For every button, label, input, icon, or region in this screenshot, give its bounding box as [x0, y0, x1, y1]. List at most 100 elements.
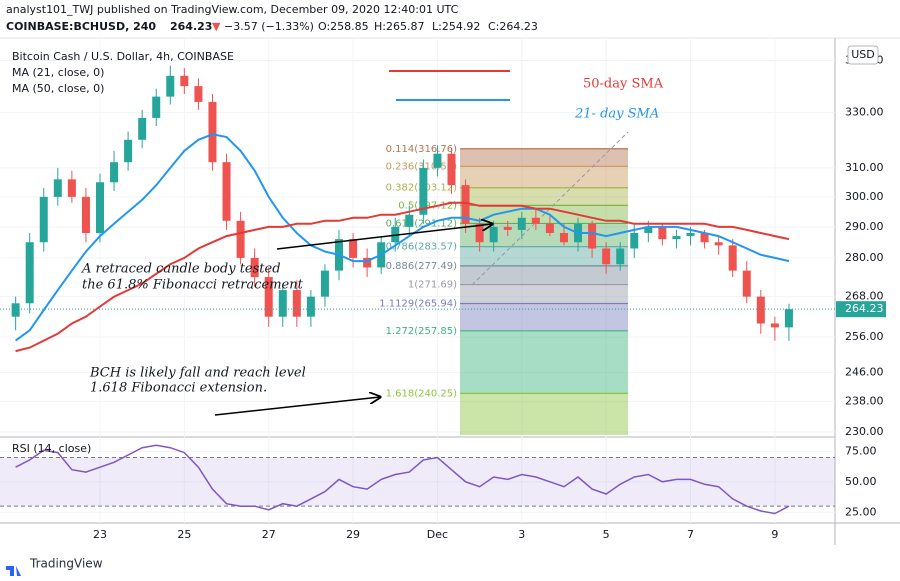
candle-body	[306, 296, 315, 317]
fib-band	[460, 265, 628, 285]
currency-badge[interactable]	[847, 45, 879, 65]
candle-body	[124, 139, 133, 163]
fib-label: 0.618(291.12)	[386, 218, 458, 229]
candle-body	[278, 290, 287, 317]
close: C:264.23	[488, 20, 538, 33]
rsi-pane	[0, 444, 835, 515]
forecast-note: BCH is likely fall and reach level	[89, 366, 306, 381]
price-pane	[0, 65, 835, 353]
fib-label: 0.236(310.55)	[386, 161, 458, 172]
candle-body	[700, 232, 709, 243]
ma50-legend: MA (50, close, 0)	[12, 82, 104, 95]
candle-body	[180, 75, 189, 87]
fib-band	[460, 187, 628, 206]
candle-body	[53, 179, 62, 197]
last-price: 264.23	[170, 20, 212, 33]
retrace-note: A retraced candle body tested	[81, 262, 281, 277]
candle-body	[545, 223, 554, 233]
candle-body	[222, 162, 231, 221]
candle-body	[433, 153, 442, 168]
logo	[6, 566, 21, 576]
symbol: COINBASE:BCHUSD, 240	[6, 20, 156, 33]
candle-body	[714, 242, 723, 246]
main-title: Bitcoin Cash / U.S. Dollar, 4h, COINBASE	[12, 50, 234, 63]
candle-body	[447, 153, 456, 186]
candle-body	[475, 223, 484, 243]
candle-body	[602, 248, 611, 265]
grid	[0, 38, 835, 523]
last-price-badge	[836, 301, 886, 318]
candle-body	[208, 101, 217, 163]
candle-body	[405, 214, 414, 227]
candle-body	[742, 270, 751, 297]
fib-label: 1.618(240.25)	[386, 388, 458, 399]
y-tick-label: 290.00	[845, 220, 884, 233]
candle-body	[461, 185, 470, 224]
x-tick-label: 5	[603, 528, 610, 541]
y-tick-label: 230.00	[845, 425, 884, 438]
candle-body	[250, 257, 259, 278]
candle-body	[349, 239, 358, 258]
fib-band	[460, 223, 628, 247]
x-tick-label: 9	[771, 528, 778, 541]
moving-average	[15, 201, 790, 353]
y-tick-label: 330.00	[845, 106, 884, 119]
change-arrow: ▼	[212, 20, 221, 33]
y-tick-label: 280.00	[845, 251, 884, 264]
brand: TradingView	[29, 557, 103, 571]
fib-band	[460, 284, 628, 304]
publisher: analyst101_TWJ published on TradingView.…	[6, 3, 459, 16]
candle-body	[152, 96, 161, 118]
candle-body	[81, 196, 90, 233]
rsi-line	[15, 444, 790, 515]
fib-trend	[471, 131, 629, 286]
candle-body	[363, 257, 372, 268]
y-tick-label: 75.00	[845, 444, 877, 457]
y-tick-label: 300.00	[845, 190, 884, 203]
y-tick-label: 256.00	[845, 330, 884, 343]
candle-body	[489, 226, 498, 243]
fib-label: 0.5(297.12)	[398, 200, 457, 211]
change: −3.57 (−1.33%)	[224, 20, 314, 33]
candle-body	[110, 162, 119, 183]
candle-body	[517, 217, 526, 230]
low: L:254.92	[432, 20, 480, 33]
x-tick-label: 27	[262, 528, 276, 541]
x-tick-label: 7	[687, 528, 694, 541]
retrace-note: the 61.8% Fibonacci retracement	[82, 278, 304, 293]
candle-body	[264, 277, 273, 317]
fib-band	[460, 303, 628, 331]
fib-band	[460, 148, 628, 167]
candle-body	[95, 182, 104, 233]
arrow	[214, 397, 380, 416]
candle-body	[166, 75, 175, 97]
candle-body	[11, 303, 20, 317]
y-tick-label: 25.00	[845, 505, 877, 518]
x-tick-label: Dec	[427, 528, 448, 541]
fib-label: 1(271.69)	[408, 280, 457, 291]
fib-label: 1.1129(265.94)	[379, 298, 457, 309]
candle-body	[503, 226, 512, 230]
candle-body	[770, 323, 779, 328]
ma21-legend: MA (21, close, 0)	[12, 66, 104, 79]
candle-body	[630, 232, 639, 249]
currency: USD	[851, 48, 875, 61]
y-tick-label: 310.00	[845, 161, 884, 174]
candle-body	[588, 223, 597, 249]
candle-body	[658, 226, 667, 240]
candle-body	[67, 179, 76, 197]
x-tick-label: 3	[518, 528, 525, 541]
y-tick-label: 50.00	[845, 475, 877, 488]
candle-body	[292, 290, 301, 317]
sma21-note: 21- day SMA	[574, 107, 659, 122]
axes: 230.00238.00246.00256.00268.00280.00290.…	[93, 54, 886, 541]
fib-band	[460, 393, 628, 435]
y-tick-label: 246.00	[845, 365, 884, 378]
fib-label: 1.272(257.85)	[386, 326, 458, 337]
x-tick-label: 29	[346, 528, 360, 541]
sma50-note: 50-day SMA	[583, 77, 664, 92]
fib-band	[460, 246, 628, 266]
candle-body	[756, 296, 765, 324]
candle-body	[194, 86, 203, 102]
